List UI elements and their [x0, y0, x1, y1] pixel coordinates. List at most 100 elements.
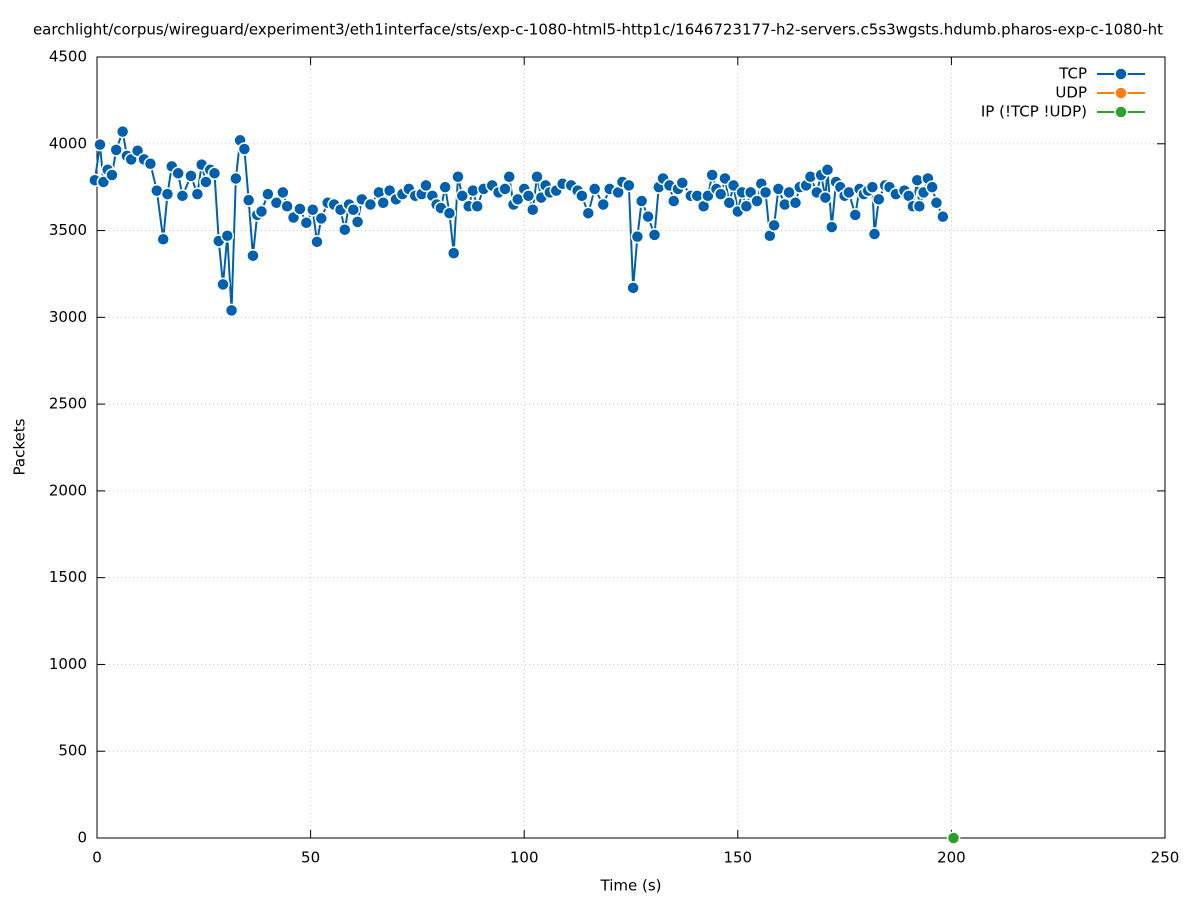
data-point: [455, 189, 470, 203]
data-point: [207, 166, 222, 181]
data-point: [451, 170, 465, 184]
data-point: [767, 218, 781, 233]
y-tick-label: 1500: [49, 568, 87, 586]
data-point: [350, 215, 365, 229]
data-point: [276, 185, 290, 200]
data-point: [867, 227, 882, 241]
y-tick-label: 2000: [49, 481, 87, 499]
data-point: [93, 137, 107, 152]
data-point: [641, 209, 655, 224]
data-point: [502, 170, 516, 184]
y-tick-label: 3500: [49, 221, 87, 239]
legend-label: UDP: [1055, 84, 1087, 102]
data-point: [156, 232, 170, 246]
data-point: [419, 178, 433, 193]
y-tick-label: 500: [58, 742, 87, 760]
data-point: [825, 220, 839, 234]
y-tick-label: 4500: [49, 48, 87, 66]
data-point: [912, 199, 927, 214]
data-point: [675, 176, 690, 190]
data-point: [363, 197, 378, 212]
data-point: [634, 194, 649, 208]
data-point: [726, 178, 741, 193]
data-point: [96, 175, 111, 189]
data-point: [521, 189, 536, 203]
chart-title: earchlight/corpus/wireguard/experiment3/…: [33, 21, 1163, 39]
y-tick-label: 2500: [49, 395, 87, 413]
data-point: [442, 206, 457, 220]
data-point: [782, 185, 796, 200]
data-point: [175, 189, 190, 203]
legend-marker: [1114, 105, 1128, 119]
data-point: [254, 204, 269, 219]
data-point: [701, 189, 715, 203]
data-point: [596, 197, 610, 212]
data-point: [626, 281, 640, 295]
data-point: [630, 229, 645, 244]
y-tick-label: 1000: [49, 655, 87, 673]
y-axis-label: Packets: [11, 418, 29, 475]
data-point: [105, 168, 119, 182]
data-point: [820, 163, 835, 177]
data-point: [818, 190, 833, 205]
x-tick-label: 150: [723, 849, 752, 867]
data-point: [229, 171, 243, 186]
data-point: [622, 178, 636, 193]
legend-marker: [1114, 67, 1128, 81]
data-point: [220, 229, 235, 243]
x-tick-label: 100: [510, 849, 539, 867]
data-point: [848, 208, 863, 222]
data-point: [224, 303, 239, 318]
data-point: [705, 168, 719, 182]
data-point: [525, 202, 540, 217]
data-point: [338, 222, 352, 237]
data-point: [310, 235, 324, 249]
data-point: [498, 182, 512, 196]
data-point: [758, 185, 773, 200]
legend-label: TCP: [1058, 65, 1087, 83]
data-point: [936, 209, 950, 224]
data-point: [647, 228, 662, 242]
data-point: [109, 143, 123, 157]
data-point: [261, 187, 275, 201]
data-point: [314, 211, 329, 226]
plot-border: [96, 56, 1166, 839]
data-point: [190, 187, 205, 201]
data-point: [865, 180, 880, 194]
data-point: [713, 187, 728, 201]
legend-label: IP (!TCP !UDP): [981, 103, 1087, 121]
data-point: [376, 196, 390, 210]
y-tick-label: 0: [77, 829, 87, 847]
data-point: [666, 194, 681, 208]
x-axis-label: Time (s): [600, 877, 662, 895]
data-point: [299, 215, 314, 230]
data-point: [946, 831, 961, 845]
data-point: [470, 199, 484, 214]
data-point: [246, 248, 260, 263]
data-point: [346, 202, 361, 217]
data-point: [750, 194, 764, 208]
x-tick-label: 200: [937, 849, 966, 867]
data-point: [199, 175, 213, 189]
data-point: [587, 182, 602, 196]
data-point: [160, 187, 175, 201]
x-tick-label: 0: [92, 849, 102, 867]
data-point: [722, 196, 737, 210]
data-point: [305, 202, 320, 217]
data-point: [293, 202, 307, 216]
data-point: [237, 142, 252, 156]
data-point: [872, 192, 886, 207]
data-point: [216, 277, 230, 292]
data-point: [438, 180, 452, 194]
data-point: [575, 189, 589, 203]
x-tick-label: 50: [301, 849, 320, 867]
y-tick-label: 4000: [49, 134, 87, 152]
data-point: [929, 196, 944, 210]
series-line: [93, 127, 944, 311]
data-point: [184, 169, 198, 183]
data-point: [788, 196, 803, 210]
data-point: [581, 206, 596, 220]
data-point: [171, 166, 185, 181]
